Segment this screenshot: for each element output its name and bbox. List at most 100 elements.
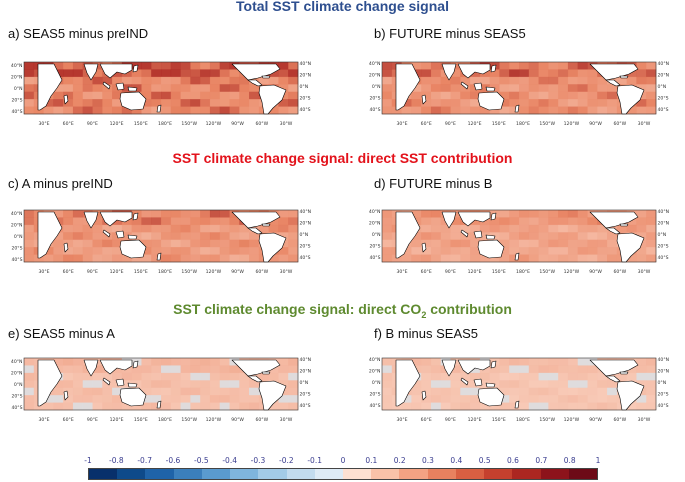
lat-tick-label-left: 20°N: [11, 223, 23, 229]
lat-tick-label-left: 40°N: [11, 211, 23, 217]
colorbar-cell: [173, 469, 202, 479]
anomaly-cell: [538, 91, 549, 100]
panel-label-d: d) FUTURE minus B: [374, 176, 493, 191]
lon-tick-label: 120°E: [110, 417, 124, 422]
anomaly-cell: [102, 247, 113, 255]
anomaly-cell: [112, 91, 123, 100]
anomaly-cell: [161, 76, 172, 85]
anomaly-cell: [141, 224, 152, 233]
anomaly-cell: [597, 372, 608, 381]
anomaly-cell: [72, 106, 84, 115]
africa-land: [395, 359, 421, 407]
lon-tick-label: 60°W: [255, 269, 268, 274]
anomaly-cell: [249, 254, 260, 263]
anomaly-cell: [82, 254, 93, 263]
anomaly-cell: [430, 69, 442, 78]
anomaly-cell: [636, 62, 647, 70]
anomaly-cell: [63, 402, 74, 411]
anomaly-cell: [24, 76, 35, 85]
anomaly-cell: [470, 254, 481, 263]
anomaly-cell: [63, 380, 74, 389]
anomaly-cell: [288, 372, 299, 381]
anomaly-cell: [209, 387, 221, 396]
lon-tick-label: 30°E: [396, 269, 407, 274]
anomaly-cell: [33, 254, 44, 263]
anomaly-cell: [92, 239, 103, 248]
anomaly-cell: [161, 247, 172, 255]
anomaly-cell: [141, 62, 152, 70]
lat-tick-label-left: 0°N: [14, 382, 23, 388]
lon-tick-label: 30°E: [38, 121, 49, 126]
anomaly-cell: [528, 210, 539, 218]
lon-tick-label: 150°W: [539, 121, 555, 126]
anomaly-cell: [288, 387, 299, 396]
anomaly-cell: [509, 380, 520, 389]
lon-tick-label: 90°W: [231, 121, 244, 126]
anomaly-cell: [92, 247, 103, 255]
anomaly-cell: [411, 387, 422, 396]
lon-tick-label: 180°E: [516, 417, 530, 422]
anomaly-cell: [141, 358, 152, 366]
anomaly-cell: [200, 380, 211, 389]
anomaly-cell: [479, 217, 490, 226]
anomaly-cell: [180, 372, 191, 381]
anomaly-cell: [646, 387, 657, 396]
anomaly-cell: [161, 358, 172, 366]
lon-tick-label: 120°W: [206, 121, 222, 126]
anomaly-cell: [499, 232, 510, 241]
anomaly-cell: [479, 84, 490, 93]
anomaly-cell: [72, 217, 84, 226]
anomaly-cell: [597, 247, 608, 255]
anomaly-cell: [180, 106, 191, 115]
anomaly-cell: [72, 239, 84, 248]
anomaly-cell: [470, 387, 481, 396]
anomaly-cell: [72, 99, 84, 107]
anomaly-cell: [421, 247, 432, 255]
anomaly-cell: [72, 224, 84, 233]
anomaly-cell: [558, 69, 569, 78]
anomaly-cell: [567, 372, 579, 381]
anomaly-cell: [519, 247, 530, 255]
lon-tick-label: 180°E: [516, 269, 530, 274]
anomaly-cell: [43, 99, 54, 107]
anomaly-cell: [112, 76, 123, 85]
lat-tick-label-right: 40°S: [658, 107, 669, 113]
anomaly-cell: [528, 395, 539, 403]
anomaly-cell: [538, 239, 549, 248]
anomaly-cell: [180, 210, 191, 218]
anomaly-cell: [53, 387, 64, 396]
anomaly-cell: [141, 84, 152, 93]
africa-land: [395, 211, 421, 259]
anomaly-cell: [421, 387, 432, 396]
anomaly-cell: [607, 380, 618, 389]
anomaly-cell: [538, 247, 549, 255]
anomaly-cell: [151, 99, 162, 107]
lat-tick-label-left: 20°S: [11, 98, 22, 104]
lat-tick-label-left: 0°N: [372, 232, 381, 238]
anomaly-cell: [646, 402, 657, 411]
anomaly-cell: [161, 99, 172, 107]
anomaly-cell: [538, 69, 549, 78]
lon-tick-label: 90°E: [445, 417, 456, 422]
anomaly-cell: [258, 224, 269, 233]
anomaly-cell: [63, 69, 74, 78]
lat-tick-label-left: 40°S: [369, 403, 380, 409]
anomaly-cell: [190, 380, 201, 389]
anomaly-cell: [460, 380, 471, 389]
lon-tick-label: 150°W: [181, 121, 197, 126]
anomaly-cell: [141, 217, 152, 226]
anomaly-cell: [141, 380, 152, 389]
colorbar-tick: -1: [84, 456, 92, 465]
colorbar-tick: 1: [595, 456, 601, 465]
anomaly-cell: [597, 387, 608, 396]
anomaly-cell: [450, 69, 461, 78]
anomaly-cell: [151, 76, 162, 85]
anomaly-cell: [499, 254, 510, 263]
anomaly-cell: [646, 358, 657, 366]
japan-land: [490, 360, 497, 369]
lon-tick-label: 30°E: [396, 121, 407, 126]
anomaly-cell: [440, 387, 451, 396]
anomaly-cell: [53, 99, 64, 107]
asia-land: [457, 211, 491, 227]
lat-tick-label-left: 40°N: [11, 63, 23, 69]
